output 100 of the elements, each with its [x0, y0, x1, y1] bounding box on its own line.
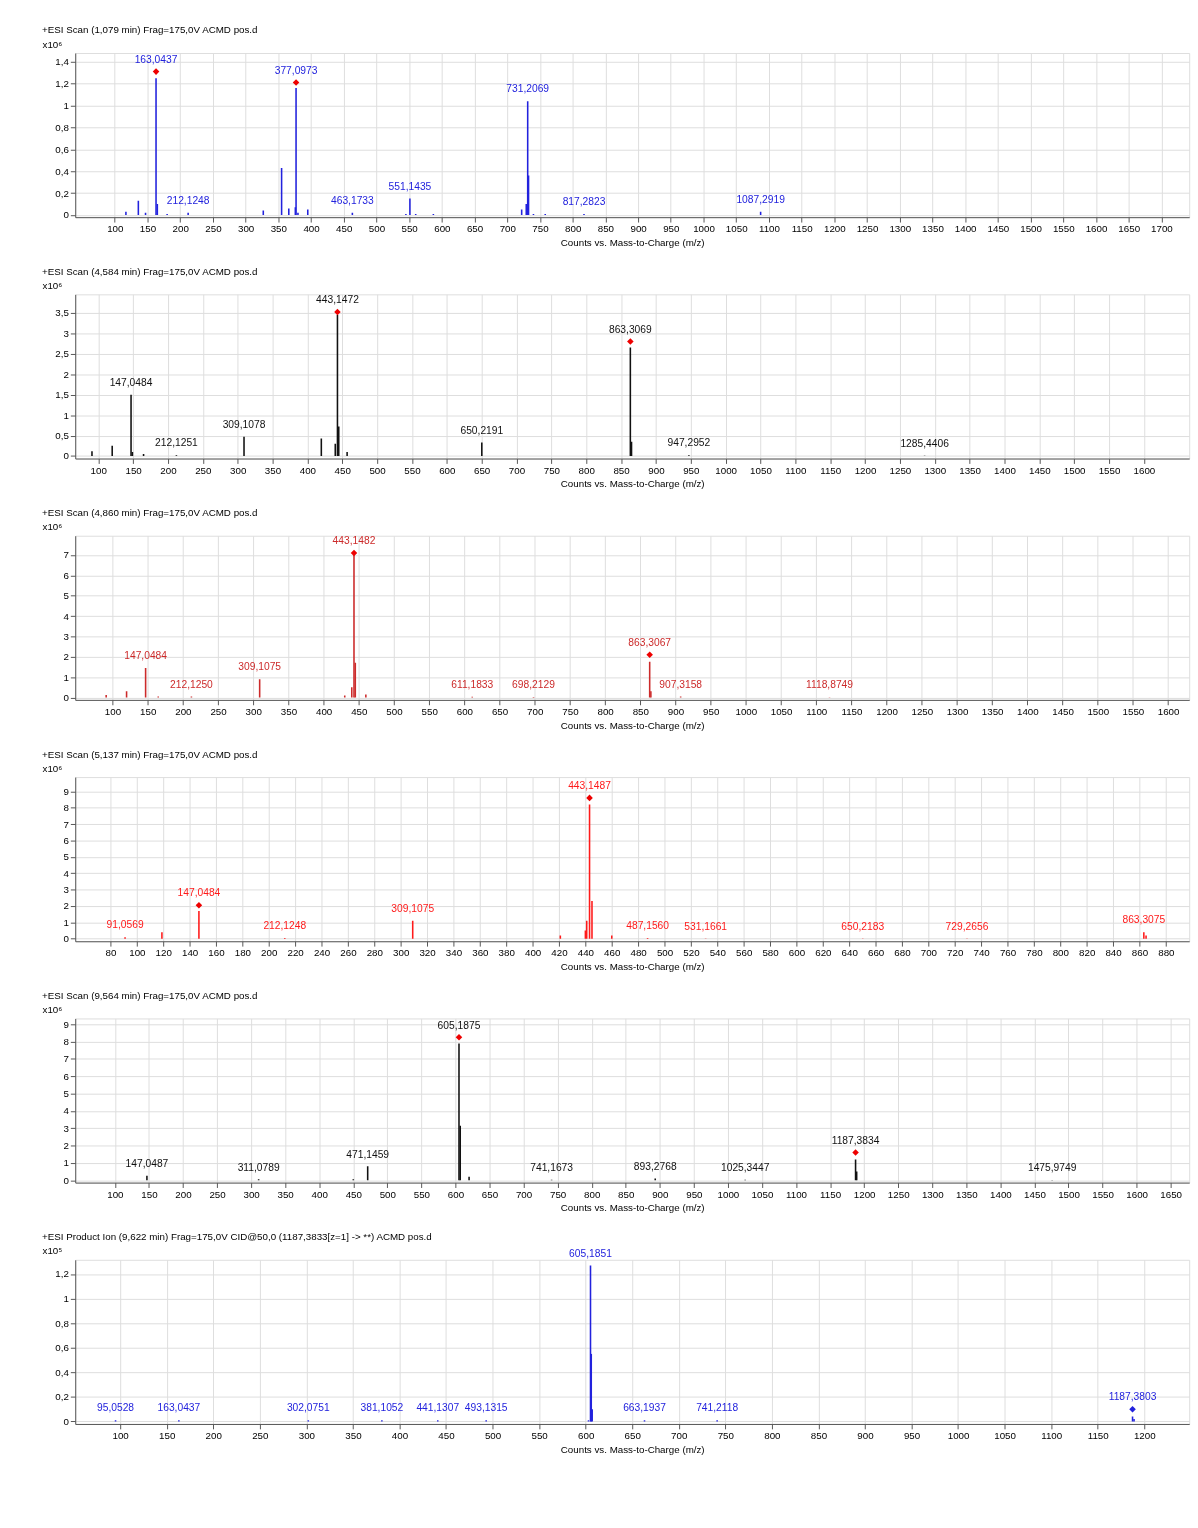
x-tick-label: 1250	[889, 464, 912, 476]
y-tick-label: 8	[63, 802, 69, 814]
annotation: 1087,2919	[736, 193, 786, 205]
annotation: 605,1875	[437, 1019, 481, 1031]
x-axis-title: Counts vs. Mass-to-Charge (m/z)	[560, 1202, 705, 1214]
x-tick-label: 1500	[1087, 706, 1110, 718]
y-tick-label: 7	[63, 549, 69, 561]
annotation: 493,1315	[464, 1402, 508, 1414]
y-tick-label: 0	[63, 209, 70, 221]
x-tick-label: 300	[243, 1188, 261, 1200]
x-tick-label: 100	[90, 464, 108, 476]
x-tick-label: 1600	[1157, 706, 1181, 718]
y-axis-title: x10⁶	[42, 38, 63, 50]
annotation: 741,2118	[696, 1402, 739, 1414]
x-tick-label: 1000	[947, 1430, 970, 1442]
x-tick-label: 1450	[987, 223, 1010, 235]
x-tick-label: 1600	[1133, 464, 1156, 476]
y-tick-label: 6	[63, 1070, 69, 1082]
x-tick-label: 550	[413, 1188, 431, 1200]
x-tick-label: 950	[903, 1430, 921, 1442]
x-tick-label: 750	[562, 706, 580, 718]
x-axis-title: Counts vs. Mass-to-Charge (m/z)	[560, 961, 705, 973]
x-tick-label: 100	[112, 1430, 130, 1442]
annotation: 95,0528	[97, 1402, 135, 1414]
x-tick-label: 1150	[841, 706, 863, 718]
y-tick-label: 2	[63, 1139, 69, 1151]
x-tick-label: 1100	[785, 464, 807, 476]
x-tick-label: 1150	[820, 464, 842, 476]
x-tick-label: 100	[107, 1188, 125, 1200]
x-tick-label: 1200	[823, 223, 847, 235]
y-tick-label: 0	[63, 933, 70, 945]
x-tick-label: 500	[379, 1188, 397, 1200]
x-tick-label: 840	[1105, 947, 1123, 959]
x-tick-label: 700	[508, 464, 526, 476]
y-tick-label: 7	[63, 818, 69, 830]
x-tick-label: 1150	[791, 223, 814, 235]
x-tick-label: 350	[280, 706, 298, 718]
y-tick-label: 6	[63, 569, 69, 581]
x-tick-label: 1000	[735, 706, 758, 718]
annotation: 443,1482	[332, 535, 376, 547]
x-tick-label: 880	[1158, 947, 1176, 959]
y-tick-label: 0,2	[55, 1391, 69, 1403]
x-tick-label: 1500	[1063, 464, 1087, 476]
x-tick-label: 1600	[1085, 223, 1108, 235]
y-tick-label: 0,2	[55, 187, 69, 199]
x-tick-label: 1100	[806, 706, 828, 718]
x-tick-label: 340	[445, 947, 463, 959]
x-tick-label: 700	[499, 223, 517, 235]
x-tick-label: 200	[172, 223, 190, 235]
x-tick-label: 150	[159, 1430, 176, 1442]
x-tick-label: 850	[618, 1188, 635, 1200]
x-tick-label: 550	[421, 706, 439, 718]
x-tick-label: 1300	[946, 706, 969, 718]
x-tick-label: 140	[181, 947, 199, 959]
x-tick-label: 750	[532, 223, 550, 235]
x-tick-label: 950	[683, 464, 700, 476]
x-tick-label: 600	[439, 464, 456, 476]
x-tick-label: 460	[604, 947, 621, 959]
y-tick-label: 3	[63, 630, 69, 642]
y-axis-title: x10⁶	[42, 521, 63, 533]
y-tick-label: 4	[63, 1105, 70, 1117]
x-tick-label: 80	[105, 947, 117, 959]
x-tick-label: 1000	[715, 464, 738, 476]
y-tick-label: 2	[63, 651, 69, 663]
x-tick-label: 450	[438, 1430, 456, 1442]
y-tick-label: 1	[63, 409, 69, 421]
x-tick-label: 1150	[820, 1188, 842, 1200]
y-tick-label: 1,2	[55, 1268, 69, 1280]
annotation: 91,0569	[106, 919, 144, 931]
x-tick-label: 900	[648, 464, 666, 476]
x-tick-label: 200	[261, 947, 278, 959]
annotation: 311,0789	[237, 1161, 280, 1173]
x-tick-label: 400	[524, 947, 542, 959]
x-tick-label: 500	[368, 223, 386, 235]
x-tick-label: 1350	[959, 464, 982, 476]
annotation: 163,0437	[134, 53, 178, 65]
x-tick-label: 420	[551, 947, 569, 959]
x-tick-label: 1500	[1020, 223, 1043, 235]
x-tick-label: 700	[920, 947, 938, 959]
y-tick-label: 1,4	[55, 56, 70, 68]
x-axis-title: Counts vs. Mass-to-Charge (m/z)	[560, 237, 705, 248]
annotation: 817,2823	[562, 196, 606, 208]
y-tick-label: 0,6	[55, 143, 69, 155]
x-tick-label: 100	[107, 223, 124, 235]
x-tick-label: 700	[515, 1188, 533, 1200]
annotation: 441,1307	[416, 1402, 460, 1414]
x-tick-label: 250	[195, 464, 213, 476]
annotation: 663,1937	[623, 1402, 667, 1414]
x-tick-label: 640	[841, 947, 859, 959]
x-tick-label: 1350	[922, 223, 945, 235]
x-tick-label: 1450	[1028, 464, 1052, 476]
annotation: 531,1661	[684, 920, 728, 932]
y-tick-label: 0	[63, 691, 70, 703]
x-tick-label: 500	[386, 706, 404, 718]
x-tick-label: 650	[624, 1430, 642, 1442]
x-tick-label: 450	[345, 1188, 363, 1200]
y-axis-title: x10⁶	[42, 279, 63, 291]
x-tick-label: 540	[709, 947, 727, 959]
x-tick-label: 500	[656, 947, 674, 959]
x-tick-label: 600	[578, 1430, 595, 1442]
